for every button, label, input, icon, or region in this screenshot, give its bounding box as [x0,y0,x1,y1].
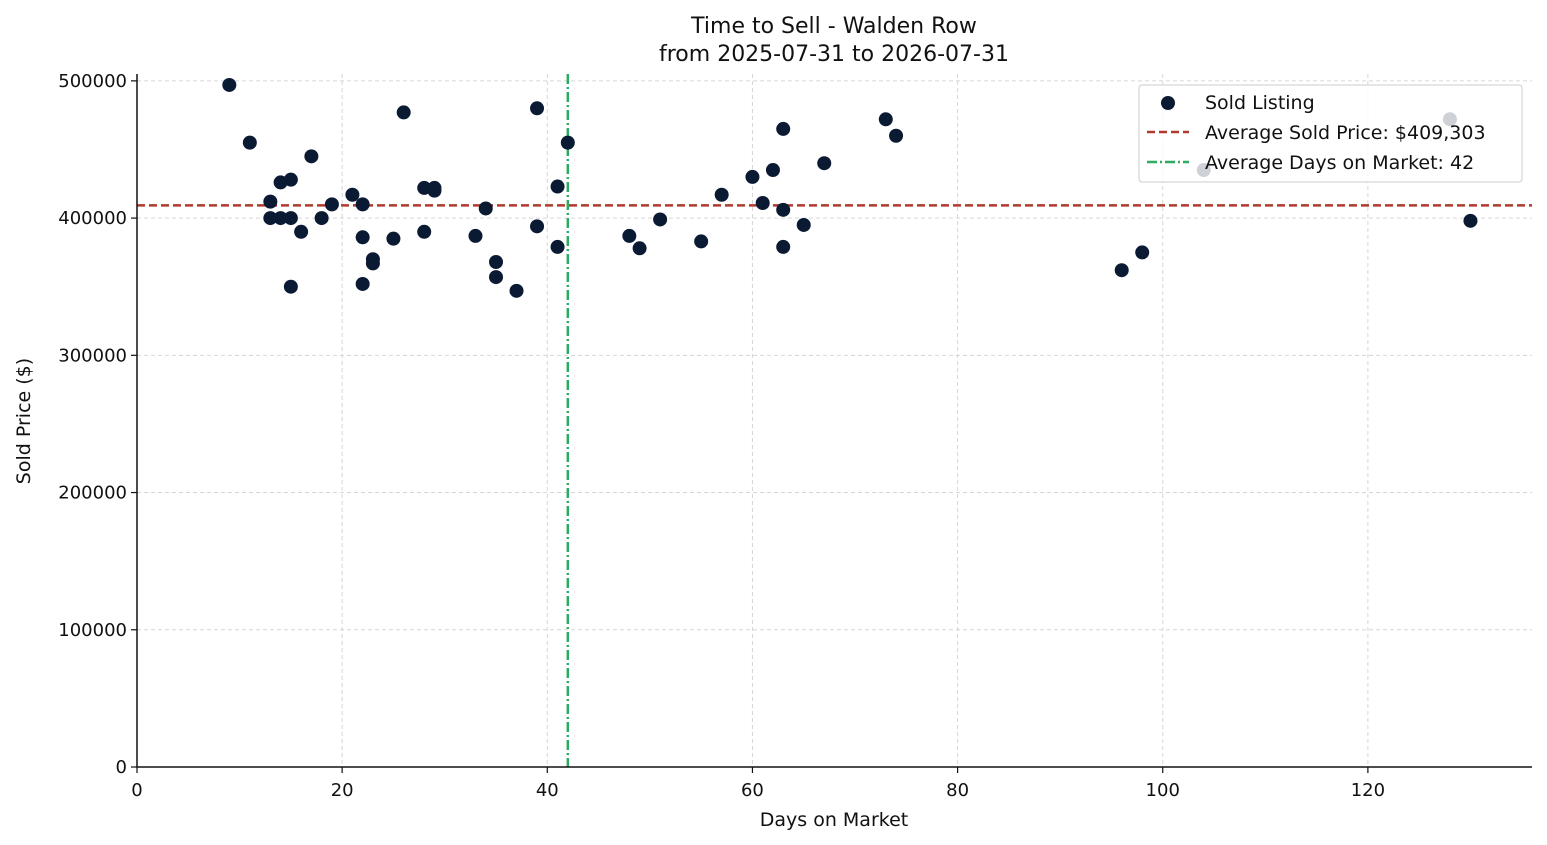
axes [131,74,1532,773]
y-tick-label: 500000 [58,71,127,92]
y-tick-label: 300000 [58,345,127,366]
y-tick-label: 400000 [58,208,127,229]
data-point [817,156,832,171]
y-axis-label: Sold Price ($) [13,358,35,484]
data-point [550,239,565,254]
data-point [355,230,370,245]
data-point [714,187,729,202]
data-point [242,135,257,150]
grid [136,74,1532,768]
x-tick-label: 100 [1146,780,1180,801]
data-point [222,77,237,92]
legend-label-avg-price: Average Sold Price: $409,303 [1205,122,1486,144]
data-point [653,212,668,227]
legend-label-sold-listing: Sold Listing [1205,92,1315,114]
data-point [283,279,298,294]
data-point [530,101,545,116]
data-point [314,211,329,226]
data-point [622,228,637,243]
data-point [889,128,904,143]
data-point [283,172,298,187]
tick-labels: 0 20 40 60 80 100 120 0 100000 200000 300000 400000… [58,71,1385,801]
data-point [878,112,893,127]
chart-title: Time to Sell - Walden Row [690,14,977,39]
data-point [355,197,370,212]
data-point [273,211,288,226]
data-point [489,270,504,285]
x-tick-label: 60 [741,780,764,801]
legend-label-avg-days: Average Days on Market: 42 [1205,152,1474,174]
data-point [294,224,309,239]
data-point [776,239,791,254]
x-tick-label: 120 [1351,780,1385,801]
legend-box [1138,84,1523,183]
data-point [765,163,780,178]
data-point [345,187,360,202]
data-point [263,194,278,209]
data-points [222,77,1478,298]
data-point [355,276,370,291]
data-point [396,105,411,120]
data-point [263,211,278,226]
data-point [745,169,760,184]
y-tick-label: 200000 [58,483,127,504]
data-point [1114,263,1129,278]
data-point [694,234,709,249]
data-point [755,195,770,210]
data-point [776,121,791,136]
legend: Sold Listing Average Sold Price: $409,30… [1138,84,1523,183]
data-point [509,283,524,298]
data-point [365,256,380,271]
data-point [1135,245,1150,260]
data-point [427,183,442,198]
data-point [386,231,401,246]
x-axis-label: Days on Market [760,809,908,831]
data-point [776,202,791,217]
data-point [489,255,504,270]
data-point [1463,213,1478,228]
x-tick-label: 20 [331,780,354,801]
data-point [283,211,298,226]
x-tick-label: 40 [536,780,559,801]
chart-subtitle: from 2025-07-31 to 2026-07-31 [659,42,1009,67]
data-point [324,197,339,212]
data-point [304,149,319,164]
data-point [478,201,493,216]
data-point [468,228,483,243]
data-point [550,179,565,194]
data-point [560,135,575,150]
data-point [632,241,647,256]
data-point [796,217,811,232]
data-point [530,219,545,234]
y-tick-label: 0 [116,757,127,778]
x-tick-label: 80 [946,780,969,801]
y-tick-label: 100000 [58,620,127,641]
x-tick-label: 0 [131,780,142,801]
legend-marker-sold-listing [1161,96,1175,110]
data-point [417,224,432,239]
